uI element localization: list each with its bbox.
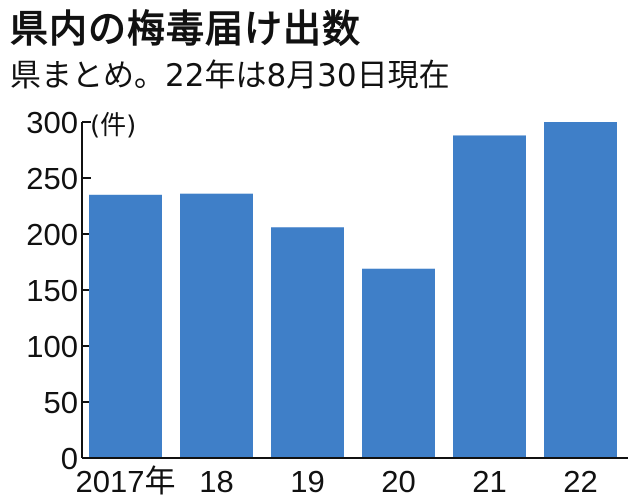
x-tick-label: 20 <box>381 464 415 499</box>
y-tick-label: 50 <box>44 385 78 420</box>
y-tick-label: 150 <box>26 273 78 308</box>
y-tick-label: 200 <box>26 217 78 252</box>
bar <box>453 135 526 458</box>
x-tick-label: 19 <box>290 464 324 499</box>
chart-title: 県内の梅毒届け出数 <box>10 7 362 51</box>
x-axis: 2017年 18 19 20 21 22 <box>76 457 628 499</box>
y-tick-label: 100 <box>26 329 78 364</box>
y-axis: 0 50 100 150 200 250 300 <box>26 105 91 476</box>
bars-group <box>89 122 617 459</box>
x-tick-label: 21 <box>472 464 506 499</box>
y-tick-label: 250 <box>26 161 78 196</box>
bar <box>89 194 162 459</box>
bar <box>180 193 253 458</box>
bar <box>362 268 435 458</box>
bar <box>544 122 617 458</box>
y-unit-label: (件) <box>90 111 136 141</box>
bar <box>271 227 344 458</box>
x-tick-label: 22 <box>563 464 597 499</box>
y-tick-label: 300 <box>26 105 78 140</box>
chart-subtitle: 県まとめ。22年は8月30日現在 <box>10 58 450 94</box>
x-tick-label: 2017年 <box>76 464 176 499</box>
y-tick-label: 0 <box>61 441 78 476</box>
x-tick-label: 18 <box>199 464 233 499</box>
